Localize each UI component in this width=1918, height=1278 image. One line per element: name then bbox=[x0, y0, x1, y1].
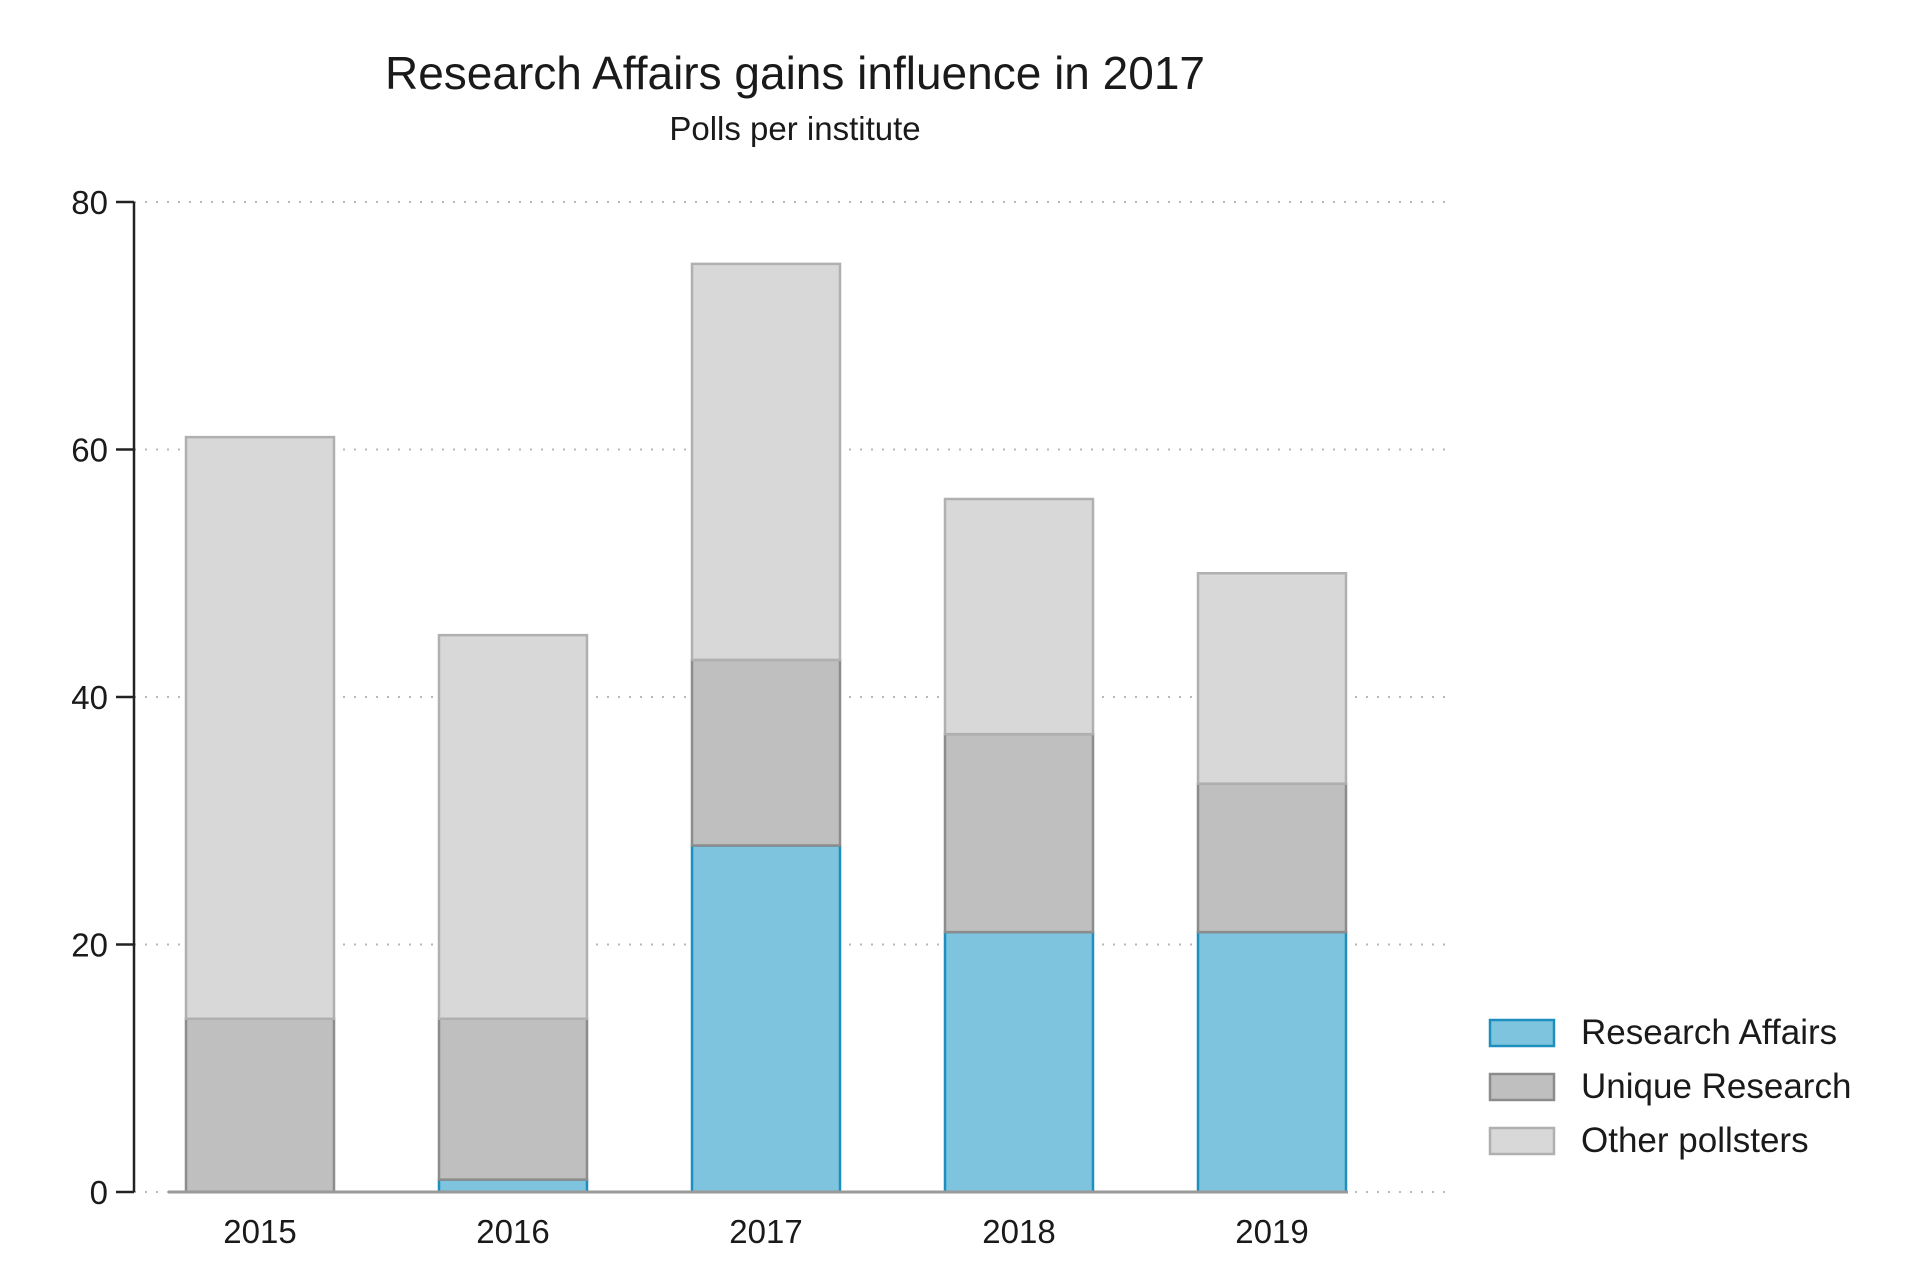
legend-label: Other pollsters bbox=[1581, 1121, 1809, 1160]
legend: Research Affairs Unique Research Other pol… bbox=[1488, 1013, 1851, 1160]
y-tick-label: 20 bbox=[71, 927, 108, 964]
bar-segment bbox=[437, 1017, 589, 1181]
bars bbox=[184, 262, 1348, 1194]
bar-segment bbox=[943, 497, 1095, 736]
y-tick-label: 0 bbox=[90, 1174, 108, 1211]
y-tick-label: 80 bbox=[71, 184, 108, 221]
legend-swatch bbox=[1488, 1126, 1556, 1156]
x-tick-label: 2019 bbox=[1235, 1213, 1308, 1250]
x-tick-label: 2018 bbox=[982, 1213, 1055, 1250]
bar-segment bbox=[1196, 782, 1348, 934]
axes: 0 20 40 60 80 2015 2016 2017 2018 2019 bbox=[71, 184, 1348, 1250]
bar-segment bbox=[437, 1178, 589, 1194]
x-tick-label: 2015 bbox=[223, 1213, 296, 1250]
bar-segment bbox=[184, 435, 336, 1020]
bar-segment bbox=[690, 658, 842, 847]
x-tick-label: 2017 bbox=[729, 1213, 802, 1250]
x-tick-label: 2016 bbox=[476, 1213, 549, 1250]
bar-segment bbox=[437, 633, 589, 1020]
legend-label: Unique Research bbox=[1581, 1067, 1851, 1106]
bar-segment bbox=[943, 732, 1095, 934]
chart-title: Research Affairs gains influence in 2017 bbox=[385, 47, 1205, 99]
bar-segment bbox=[690, 262, 842, 662]
legend-label: Research Affairs bbox=[1581, 1013, 1837, 1052]
bar-segment bbox=[1196, 930, 1348, 1194]
bar-segment bbox=[184, 1017, 336, 1194]
bar-segment bbox=[1196, 572, 1348, 785]
chart-subtitle: Polls per institute bbox=[669, 110, 920, 147]
y-tick-label: 60 bbox=[71, 432, 108, 469]
legend-swatch bbox=[1488, 1072, 1556, 1102]
bar-segment bbox=[943, 930, 1095, 1194]
bar-segment bbox=[690, 844, 842, 1194]
legend-swatch bbox=[1488, 1018, 1556, 1048]
y-tick-label: 40 bbox=[71, 679, 108, 716]
